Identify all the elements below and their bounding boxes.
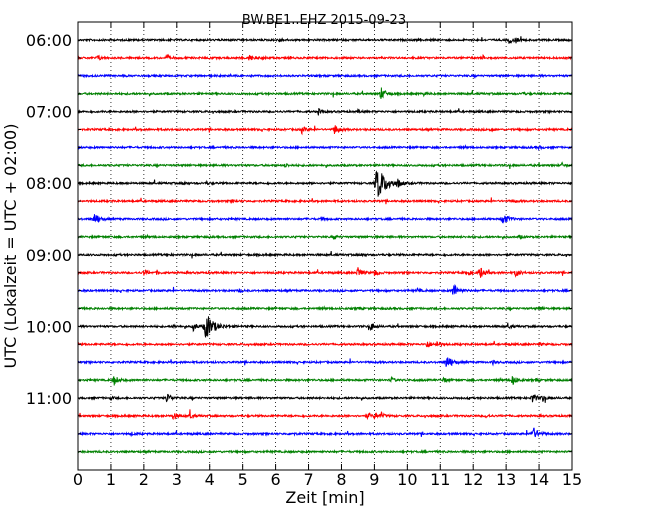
x-tick-label: 12 bbox=[463, 470, 483, 489]
x-tick-label: 10 bbox=[397, 470, 417, 489]
trace-line bbox=[77, 214, 573, 224]
trace-line bbox=[77, 144, 573, 152]
trace-line bbox=[77, 316, 573, 338]
x-tick-label: 7 bbox=[303, 470, 313, 489]
trace-line bbox=[77, 125, 573, 136]
trace-line bbox=[77, 375, 573, 386]
trace-line bbox=[77, 357, 573, 367]
trace-line bbox=[77, 305, 573, 312]
trace-line bbox=[77, 427, 573, 438]
trace-line bbox=[77, 340, 573, 348]
trace-line bbox=[77, 197, 573, 205]
x-tick-label: 11 bbox=[430, 470, 450, 489]
y-tick-label: 06:00 bbox=[26, 31, 72, 50]
y-tick-label: 09:00 bbox=[26, 246, 72, 265]
trace-line bbox=[77, 448, 573, 455]
chart-title: BW.BE1..EHZ 2015-09-23 bbox=[242, 13, 406, 28]
y-tick-label: 11:00 bbox=[26, 389, 72, 408]
x-tick-label: 1 bbox=[106, 470, 116, 489]
x-tick-label: 15 bbox=[562, 470, 582, 489]
x-tick-label: 14 bbox=[529, 470, 549, 489]
ticks bbox=[77, 22, 573, 470]
trace-line bbox=[77, 87, 573, 99]
x-axis-label: Zeit [min] bbox=[285, 488, 364, 507]
trace-line bbox=[77, 251, 573, 259]
x-tick-label: 2 bbox=[139, 470, 149, 489]
trace-line bbox=[77, 283, 573, 296]
trace-line bbox=[77, 267, 573, 278]
plot-frame bbox=[77, 21, 573, 471]
trace-line bbox=[77, 161, 573, 170]
y-tick-label: 07:00 bbox=[26, 103, 72, 122]
x-tick-label: 0 bbox=[73, 470, 83, 489]
x-tick-label: 3 bbox=[172, 470, 182, 489]
x-tick-label: 13 bbox=[496, 470, 516, 489]
trace-line bbox=[77, 36, 573, 44]
grid-lines bbox=[110, 22, 540, 470]
x-tick-label: 5 bbox=[238, 470, 248, 489]
trace-line bbox=[77, 393, 573, 403]
trace-line bbox=[77, 409, 573, 421]
y-tick-label: 10:00 bbox=[26, 317, 72, 336]
x-tick-label: 9 bbox=[369, 470, 379, 489]
x-tick-label: 6 bbox=[271, 470, 281, 489]
traces bbox=[77, 36, 573, 455]
trace-line bbox=[77, 108, 573, 116]
x-tick-label: 4 bbox=[205, 470, 215, 489]
trace-line bbox=[77, 233, 573, 240]
trace-line bbox=[77, 170, 573, 197]
y-axis-label: UTC (Lokalzeit = UTC + 02:00) bbox=[1, 124, 20, 369]
x-tick-labels: 0 1 2 3 4 5 6 7 8 9 10 11 12 13 14 15 bbox=[73, 470, 582, 489]
trace-line bbox=[77, 53, 573, 61]
trace-line bbox=[77, 72, 573, 79]
x-tick-label: 8 bbox=[336, 470, 346, 489]
y-tick-label: 08:00 bbox=[26, 174, 72, 193]
y-tick-labels: 06:00 07:00 08:00 09:00 10:00 11:00 bbox=[26, 31, 72, 408]
